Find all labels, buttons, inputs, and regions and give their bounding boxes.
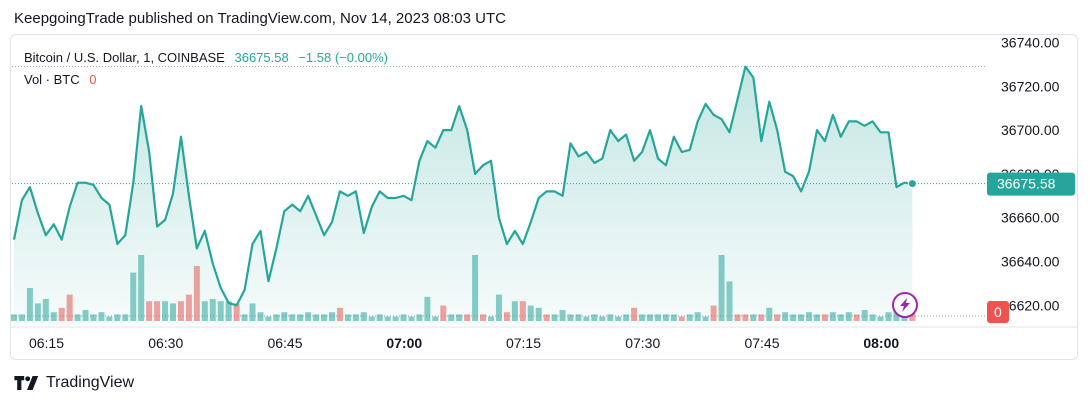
footer-brand[interactable]: TradingView bbox=[14, 374, 134, 392]
y-tick-label: 36640.00 bbox=[1001, 254, 1060, 270]
y-tick-label: 36740.00 bbox=[1001, 35, 1060, 51]
lightning-icon[interactable] bbox=[892, 292, 918, 318]
legend-row-volume: Vol · BTC 0 bbox=[24, 69, 388, 91]
price-line[interactable] bbox=[12, 65, 913, 307]
footer-brand-text: TradingView bbox=[46, 374, 135, 391]
chart-legend: Bitcoin / U.S. Dollar, 1, COINBASE 36675… bbox=[24, 47, 388, 91]
last-price-label: 36675.58 bbox=[997, 176, 1056, 192]
legend-volume-value: 0 bbox=[89, 72, 97, 87]
chart-frame bbox=[10, 34, 1078, 360]
last-price-point[interactable] bbox=[907, 179, 917, 189]
price-chart[interactable]: 36620.0036640.0036660.0036680.0036700.00… bbox=[0, 0, 1090, 370]
last-volume-badge bbox=[987, 301, 1009, 323]
x-tick-label: 08:00 bbox=[863, 335, 899, 351]
legend-symbol[interactable]: Bitcoin / U.S. Dollar, 1, COINBASE bbox=[24, 50, 225, 65]
last-price-badge bbox=[987, 172, 1075, 196]
x-tick-label: 07:45 bbox=[744, 335, 779, 351]
last-volume-label: 0 bbox=[994, 304, 1002, 320]
y-tick-label: 36720.00 bbox=[1001, 78, 1060, 94]
publish-header: KeepgoingTrade published on TradingView.… bbox=[14, 10, 506, 27]
legend-change: −1.58 (−0.00%) bbox=[298, 50, 388, 65]
x-tick-label: 07:00 bbox=[386, 335, 422, 351]
x-tick-label: 07:15 bbox=[506, 335, 541, 351]
x-tick-label: 07:30 bbox=[625, 335, 660, 351]
price-area-fill bbox=[14, 66, 913, 325]
y-tick-label: 36620.00 bbox=[1001, 297, 1060, 313]
x-tick-label: 06:45 bbox=[267, 335, 302, 351]
tradingview-logo-icon bbox=[14, 376, 39, 390]
x-tick-label: 06:15 bbox=[29, 335, 64, 351]
legend-volume-label[interactable]: Vol · BTC bbox=[24, 72, 80, 87]
y-tick-label: 36660.00 bbox=[1001, 210, 1060, 226]
y-tick-label: 36700.00 bbox=[1001, 122, 1060, 138]
legend-row-symbol: Bitcoin / U.S. Dollar, 1, COINBASE 36675… bbox=[24, 47, 388, 69]
legend-price: 36675.58 bbox=[234, 50, 289, 65]
x-tick-label: 06:30 bbox=[148, 335, 183, 351]
